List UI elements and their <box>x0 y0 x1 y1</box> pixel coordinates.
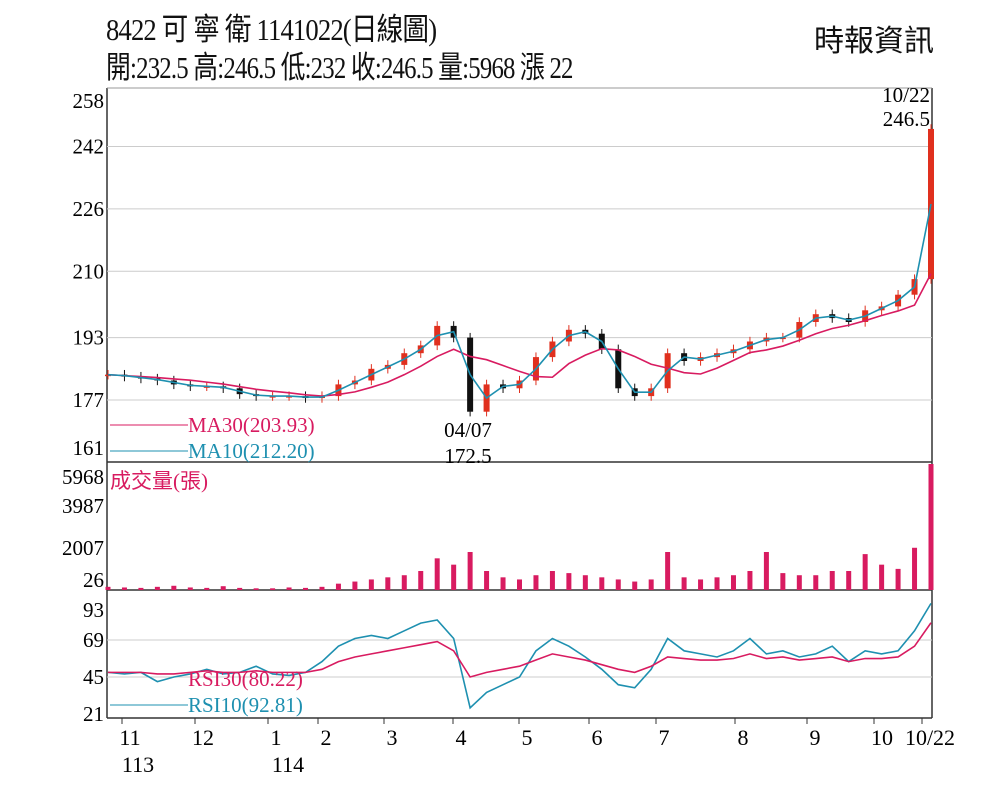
price-tick-label: 258 <box>73 89 105 113</box>
last-date-label: 10/22 <box>882 83 930 107</box>
volume-bar <box>138 587 144 590</box>
volume-bar <box>648 579 654 590</box>
volume-bar <box>829 570 835 590</box>
x-tick-label: 9 <box>810 725 821 750</box>
volume-bar <box>484 570 490 590</box>
volume-bar <box>780 573 786 590</box>
volume-bar <box>385 577 391 590</box>
volume-bar <box>270 588 276 590</box>
volume-bar <box>335 583 341 590</box>
volume-bar <box>237 587 243 590</box>
volume-bar <box>763 551 769 590</box>
x-tick-label: 4 <box>456 725 467 750</box>
price-tick-label: 226 <box>73 197 105 221</box>
rsi10-line <box>107 602 932 710</box>
x-tick-label: 5 <box>522 725 533 750</box>
volume-bar <box>467 551 473 590</box>
x-tick-label: 2 <box>321 725 332 750</box>
volume-tick-label: 26 <box>83 568 104 592</box>
volume-bar <box>730 575 736 590</box>
x-tick-label: 3 <box>387 725 398 750</box>
rsi-tick-label: 45 <box>83 665 104 689</box>
volume-bar <box>434 558 440 590</box>
volume-bar <box>813 575 819 590</box>
price-tick-label: 177 <box>73 388 105 412</box>
volume-tick-label: 5968 <box>62 465 104 489</box>
volume-bar <box>500 577 506 590</box>
volume-bar <box>319 586 325 590</box>
ma10-legend: MA10(212.20) <box>188 439 315 463</box>
ma30-line <box>107 273 932 397</box>
low-price-label: 172.5 <box>444 444 491 468</box>
volume-bar <box>599 577 605 590</box>
volume-bar <box>418 570 424 590</box>
volume-label: 成交量(張) <box>110 469 208 493</box>
volume-bar <box>615 579 621 590</box>
volume-bar <box>171 585 177 590</box>
rsi-tick-label: 93 <box>83 598 104 622</box>
x-tick-label: 11 <box>119 725 140 750</box>
x-tick-label: 7 <box>659 725 670 750</box>
volume-bar <box>451 564 457 590</box>
year-label: 113 <box>122 752 154 777</box>
volume-bar <box>220 586 226 590</box>
x-tick-label: 6 <box>592 725 603 750</box>
x-tick-label: 8 <box>738 725 749 750</box>
rsi-tick-label: 69 <box>83 628 104 652</box>
volume-bar <box>928 464 934 590</box>
year-label: 114 <box>272 752 304 777</box>
volume-bar <box>204 587 210 590</box>
volume-bar <box>401 575 407 590</box>
volume-bar <box>698 579 704 590</box>
price-tick-label: 193 <box>73 326 105 350</box>
volume-bar <box>582 575 588 590</box>
volume-bar <box>352 581 358 590</box>
rsi30-legend: RSI30(80.22) <box>188 667 303 691</box>
volume-bar <box>665 551 671 590</box>
rsi10-legend: RSI10(92.81) <box>188 693 303 717</box>
price-tick-label: 210 <box>73 259 105 283</box>
volume-bar <box>681 577 687 590</box>
volume-bar <box>286 587 292 590</box>
volume-bar <box>253 588 259 590</box>
x-tick-label: 12 <box>192 725 214 750</box>
volume-bar <box>105 586 111 590</box>
last-price-label: 246.5 <box>883 107 930 131</box>
price-tick-label: 161 <box>73 436 105 460</box>
volume-bar <box>533 575 539 590</box>
volume-bar <box>747 570 753 590</box>
low-date-label: 04/07 <box>444 418 492 442</box>
volume-bar <box>862 554 868 590</box>
volume-bar <box>796 575 802 590</box>
volume-bar <box>517 579 522 590</box>
volume-tick-label: 3987 <box>62 494 104 518</box>
volume-bar <box>549 570 555 590</box>
ma10-line <box>107 203 932 400</box>
volume-bar <box>121 587 127 590</box>
volume-bar <box>895 568 901 590</box>
source-label: 時報資訊 <box>814 25 934 58</box>
price-tick-label: 242 <box>73 135 105 159</box>
rsi-tick-label: 21 <box>83 702 104 726</box>
x-tick-label: 1 <box>271 725 282 750</box>
volume-bar <box>154 586 160 590</box>
volume-tick-label: 2007 <box>62 536 104 560</box>
volume-bar <box>368 579 374 590</box>
ma30-legend: MA30(203.93) <box>188 413 315 437</box>
volume-bar <box>912 547 918 590</box>
rsi30-line <box>108 622 932 678</box>
volume-bar <box>714 577 720 590</box>
volume-bar <box>879 564 885 590</box>
volume-bar <box>187 587 193 590</box>
volume-bar <box>632 581 638 590</box>
ohlc-summary: 開:232.5 高:246.5 低:232 收:246.5 量:5968 漲 2… <box>106 50 573 85</box>
volume-bar <box>566 573 572 590</box>
x-tick-label: 10 <box>871 725 893 750</box>
x-tick-label: 10/22 <box>905 725 955 750</box>
volume-bar <box>303 587 309 590</box>
chart-title: 8422 可 寧 衛 1141022(日線圖) <box>106 12 437 47</box>
volume-bar <box>846 570 852 590</box>
